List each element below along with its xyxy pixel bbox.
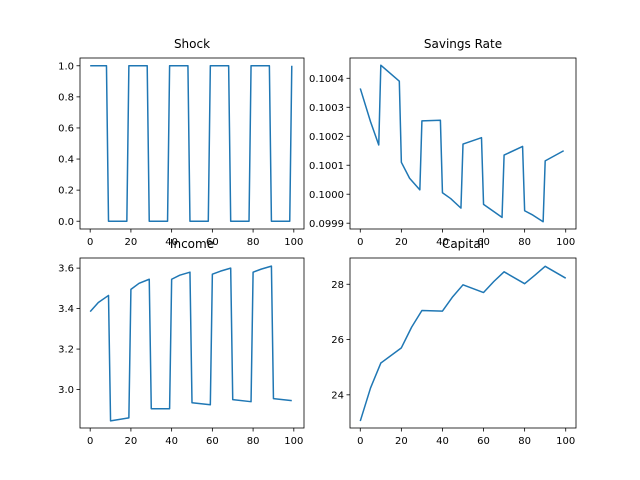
income-x-tick-label: 100 [284, 436, 303, 447]
savings-rate-y-tick-label: 0.1002 [309, 132, 344, 143]
capital-y-tick-label: 28 [331, 280, 344, 291]
capital-series-line [359, 265, 567, 422]
capital-x-tick-label: 0 [357, 436, 363, 447]
panel-income: 0 20 40 60 80 100 3.0 3.2 3.4 3.6 Income [58, 237, 305, 447]
savings-rate-series-line [359, 64, 565, 223]
shock-y-tick-label: 0.2 [58, 186, 74, 197]
savings-rate-y-tick-label: 0.1003 [309, 103, 344, 114]
savings-rate-axes-frame [349, 57, 577, 230]
savings-rate-x-tick-label: 0 [357, 237, 363, 248]
shock-axes-frame [79, 57, 305, 230]
savings-rate-y-tick-label: 0.1004 [309, 74, 344, 85]
capital-x-tick-label: 20 [395, 436, 408, 447]
panel-capital: 0 20 40 60 80 100 24 26 28 Capital [331, 237, 577, 447]
income-x-tick-label: 80 [247, 436, 260, 447]
capital-x-tick-label: 100 [556, 436, 575, 447]
income-title: Income [170, 237, 214, 251]
income-series-line [89, 265, 292, 422]
capital-axes-frame [349, 257, 577, 429]
shock-x-tick-label: 80 [247, 237, 260, 248]
income-y-tick-label: 3.0 [58, 385, 74, 396]
savings-rate-y-tick-label: 0.1001 [309, 161, 344, 172]
income-y-tick-label: 3.2 [58, 345, 74, 356]
shock-x-tick-label: 60 [206, 237, 219, 248]
savings-rate-x-tick-label: 40 [436, 237, 449, 248]
shock-series-line [90, 65, 293, 222]
capital-x-tick-label: 80 [518, 436, 531, 447]
savings-rate-x-tick-label: 20 [395, 237, 408, 248]
shock-title: Shock [174, 37, 210, 51]
capital-y-tick-label: 26 [331, 335, 344, 346]
income-x-tick-label: 0 [87, 436, 93, 447]
shock-y-tick-label: 0.4 [58, 155, 74, 166]
income-x-tick-label: 40 [165, 436, 178, 447]
income-x-tick-label: 60 [206, 436, 219, 447]
savings-rate-title: Savings Rate [424, 37, 502, 51]
income-y-tick-label: 3.4 [58, 304, 74, 315]
shock-x-tick-label: 20 [125, 237, 138, 248]
income-x-tick-label: 20 [125, 436, 138, 447]
capital-y-tick-label: 24 [331, 390, 344, 401]
panel-shock: 0 20 40 60 80 100 0.0 0.2 0.4 0.6 0.8 1.0 Shock [58, 37, 305, 248]
savings-rate-y-tick-label: 0.0999 [309, 219, 344, 230]
shock-y-tick-label: 0.0 [58, 217, 74, 228]
savings-rate-x-tick-label: 80 [518, 237, 531, 248]
savings-rate-y-tick-label: 0.1000 [309, 190, 344, 201]
shock-x-tick-label: 0 [87, 237, 93, 248]
shock-y-tick-label: 0.6 [58, 124, 74, 135]
capital-x-tick-label: 40 [436, 436, 449, 447]
shock-x-tick-label: 100 [284, 237, 303, 248]
savings-rate-x-tick-label: 100 [556, 237, 575, 248]
panel-savings-rate: 0 20 40 60 80 100 0.0999 0.1000 0.1001 0.1002 0.10… [309, 37, 577, 248]
capital-x-tick-label: 60 [477, 436, 490, 447]
income-axes-frame [79, 257, 305, 429]
savings-rate-x-tick-label: 60 [477, 237, 490, 248]
capital-title: Capital [442, 237, 484, 251]
shock-y-tick-label: 1.0 [58, 61, 74, 72]
shock-x-tick-label: 40 [165, 237, 178, 248]
income-y-tick-label: 3.6 [58, 264, 74, 275]
shock-y-tick-label: 0.8 [58, 92, 74, 103]
